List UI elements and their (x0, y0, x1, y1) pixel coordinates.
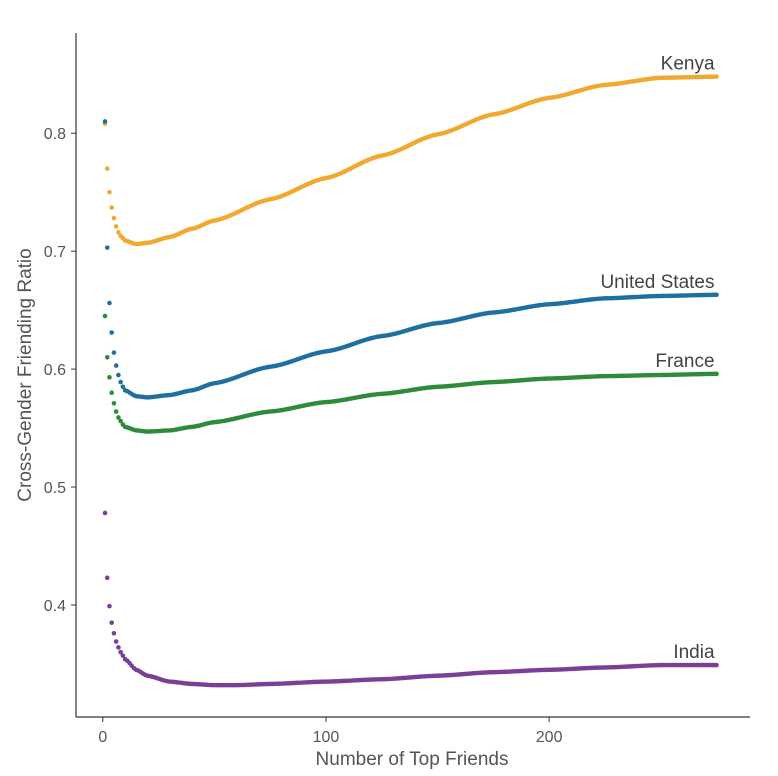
data-point (116, 645, 121, 650)
data-point (116, 230, 121, 235)
data-point (109, 620, 115, 625)
y-tick-label: 0.6 (44, 362, 66, 379)
series-label: United States (600, 272, 714, 293)
data-point (109, 390, 115, 395)
data-point (104, 355, 110, 360)
x-axis-title: Number of Top Friends (316, 749, 509, 770)
data-point (111, 630, 117, 636)
data-point (113, 224, 119, 229)
data-point (113, 639, 119, 644)
data-point (113, 409, 119, 414)
x-tick-label: 100 (313, 729, 340, 746)
data-point (714, 371, 719, 377)
data-point (118, 379, 123, 385)
data-point (116, 415, 121, 420)
data-point (109, 205, 115, 210)
data-point (102, 313, 108, 319)
series-label: India (673, 642, 715, 663)
series-india (102, 510, 719, 688)
data-point (107, 300, 112, 306)
data-point (120, 653, 126, 658)
x-tick-label: 200 (536, 729, 563, 746)
series-label: France (655, 351, 714, 372)
data-point (113, 363, 119, 368)
data-point (120, 384, 126, 390)
data-point (714, 292, 719, 298)
y-axis-title: Cross-Gender Friending Ratio (15, 248, 36, 501)
data-point (116, 372, 121, 378)
series-layer (102, 74, 719, 688)
x-tick-label: 0 (98, 729, 107, 746)
data-point (111, 215, 117, 221)
data-point (104, 166, 110, 171)
x-ticks: 0 100 200 (98, 717, 563, 746)
data-point (104, 245, 110, 250)
data-point (118, 418, 123, 424)
data-point (102, 510, 108, 516)
data-point (104, 575, 110, 581)
data-point (714, 662, 719, 668)
series-kenya (102, 74, 719, 247)
series-label: Kenya (661, 54, 715, 75)
data-point (109, 330, 115, 335)
data-point (107, 375, 112, 380)
y-tick-label: 0.7 (44, 244, 66, 261)
y-ticks: 0.4 0.5 0.6 0.7 0.8 (44, 126, 76, 615)
data-point (107, 603, 112, 609)
data-point (118, 649, 123, 655)
data-point (107, 189, 112, 195)
data-point (111, 401, 117, 406)
series-france (102, 313, 719, 434)
data-point (714, 74, 719, 79)
y-tick-label: 0.8 (44, 126, 66, 143)
y-tick-label: 0.5 (44, 480, 66, 497)
data-point (102, 119, 108, 124)
series-united-states (102, 119, 719, 400)
series-labels: Kenya United States France India (600, 54, 715, 663)
y-tick-label: 0.4 (44, 598, 66, 615)
data-point (111, 350, 117, 355)
